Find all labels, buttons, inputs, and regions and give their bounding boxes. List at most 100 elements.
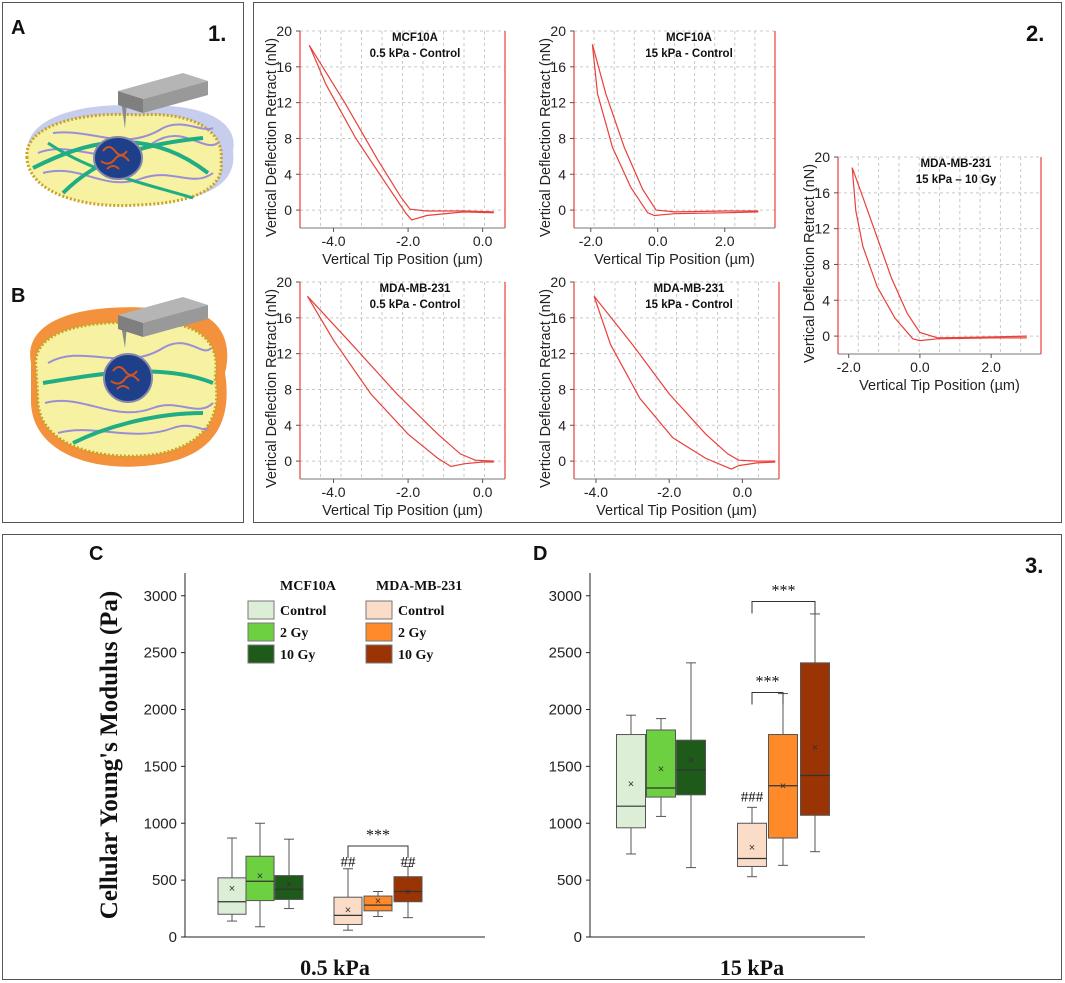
box-mean-marker: ×: [628, 778, 634, 790]
chart-mcf10a-15: 0 4 8 12 16 20 -2.0 0.0 2.0 Vertical Tip Position…: [538, 23, 776, 268]
y-tick-label: 20: [550, 23, 566, 39]
chart-title-line1: MDA-MB-231: [921, 158, 993, 170]
box-iqr: [676, 739, 706, 796]
box-mean-marker: ×: [780, 781, 786, 793]
box-2: ×: [274, 838, 304, 910]
y-tick-label: 4: [284, 417, 292, 433]
chart-title-line1: MCF10A: [666, 32, 712, 44]
y-tick-label: 20: [276, 23, 292, 39]
legend-swatch: [247, 644, 275, 664]
y-tick-label: 8: [284, 130, 292, 146]
y-tick-label: 0: [558, 202, 566, 218]
x-tick-label: -2.0: [396, 484, 420, 500]
filament-b2: [44, 399, 214, 414]
box-5: ×: [800, 613, 830, 853]
box-mean-marker: ×: [286, 879, 292, 891]
significance-bracket: [751, 691, 784, 705]
panel-label-b: B: [11, 285, 26, 307]
y-axis-label: Vertical Deflection Retract (nN): [264, 38, 280, 237]
box-iqr: [393, 876, 423, 903]
x-axis-label: Vertical Tip Position (µm): [596, 503, 757, 519]
y-tick-label: 2500: [144, 645, 177, 662]
chart-mda-15: 0 4 8 12 16 20 -4.0 -2.0 0.0 Vertical Tip Positio…: [538, 274, 780, 519]
significance-stars: ***: [772, 582, 796, 599]
legend: MCF10A Control 2 Gy 10 Gy MDA-MB-231 Control 2…: [247, 579, 462, 664]
y-tick-label: 1500: [549, 758, 582, 775]
gridlines: [574, 281, 779, 479]
y-tick-label: 500: [557, 872, 582, 889]
panel-label-2: 2.: [1026, 21, 1045, 46]
significance-bracket: [751, 600, 816, 614]
gridlines: [300, 30, 505, 228]
y-tick-label: 0: [284, 453, 292, 469]
box-mean-marker: ×: [658, 764, 664, 776]
y-tick-label: 16: [550, 59, 566, 75]
box-iqr: [737, 822, 767, 867]
box-plot-charts: 0 500 1000 1500 2000 2500 3000 0.5 kPa Cellular …: [96, 573, 865, 980]
x-tick-label: -4.0: [321, 484, 345, 500]
box-iqr: [800, 662, 830, 816]
y-tick-label: 8: [284, 381, 292, 397]
legend-item-label: 2 Gy: [398, 626, 426, 641]
cantilever-icon-b: [118, 297, 208, 348]
panel-1-illustrations: A 1. B: [2, 2, 244, 523]
x-tick-label: -2.0: [657, 484, 681, 500]
chromatin-a: [100, 146, 130, 170]
y-tick-label: 12: [276, 346, 292, 362]
y-tick-label: 16: [276, 310, 292, 326]
legend-swatch: [365, 644, 393, 664]
chart-mda-15-10gy: 0 4 8 12 16 20 -2.0 0.0 2.0 Vertical Tip Position…: [802, 149, 1042, 394]
box-mean-marker: ×: [405, 887, 411, 899]
box-mean-marker: ×: [812, 742, 818, 754]
significance-hash: ##: [341, 854, 357, 870]
box-4: ×: [363, 891, 393, 918]
y-tick-label: 0: [284, 202, 292, 218]
panel-label-a: A: [11, 17, 26, 39]
box-iqr: [217, 877, 247, 915]
y-tick-label: 3000: [549, 588, 582, 605]
actin-b2: [72, 411, 204, 445]
box-iqr: [274, 875, 304, 900]
y-tick-label: 16: [550, 310, 566, 326]
significance-hash: ##: [401, 854, 417, 870]
box-2: ×: [676, 662, 706, 869]
chart-title-line2: 0.5 kPa - Control: [370, 299, 461, 311]
x-tick-label: 0.0: [910, 359, 930, 375]
y-tick-label: 2000: [144, 702, 177, 719]
chart-mda-05: 0 4 8 12 16 20 -4.0 -2.0 0.0 Vertical Tip Positio…: [264, 274, 506, 519]
significance-stars: ***: [756, 673, 780, 690]
box-mean-marker: ×: [688, 755, 694, 767]
filament-a2: [42, 170, 214, 184]
y-tick-label: 1000: [144, 815, 177, 832]
chart-title-line2: 15 kPa - Control: [645, 299, 733, 311]
x-tick-label: -2.0: [396, 233, 420, 249]
y-tick-label: 3000: [144, 588, 177, 605]
y-tick-label: 2500: [549, 645, 582, 662]
y-tick-label: 4: [558, 417, 566, 433]
significance-bracket: [347, 845, 409, 858]
y-tick-label: 16: [276, 59, 292, 75]
box-iqr: [646, 729, 676, 798]
legend-swatch: [365, 600, 393, 620]
legend-item-label: 10 Gy: [398, 648, 433, 663]
box-mean-marker: ×: [345, 905, 351, 917]
panel-3-box-plots: C D 3.: [2, 534, 1062, 980]
x-tick-label: 2.0: [715, 233, 735, 249]
x-tick-label: -2.0: [837, 359, 861, 375]
gridlines: [574, 30, 775, 228]
x-tick-label: 0.0: [648, 233, 668, 249]
chart-title-line1: MCF10A: [392, 32, 438, 44]
series-retract: [591, 44, 759, 217]
series-approach: [307, 295, 494, 462]
legend-group-title: MDA-MB-231: [376, 579, 462, 594]
box-1: ×: [646, 718, 676, 817]
panel-label-c: C: [89, 543, 104, 565]
chart-title-line2: 15 kPa – 10 Gy: [916, 174, 997, 186]
box-iqr: [616, 734, 646, 829]
filament-b1: [47, 342, 212, 364]
y-tick-label: 12: [550, 95, 566, 111]
cell-nucleus-b: [103, 353, 153, 403]
x-tick-label: 2.0: [981, 359, 1001, 375]
y-tick-label: 4: [822, 292, 830, 308]
x-tick-label: -2.0: [579, 233, 603, 249]
